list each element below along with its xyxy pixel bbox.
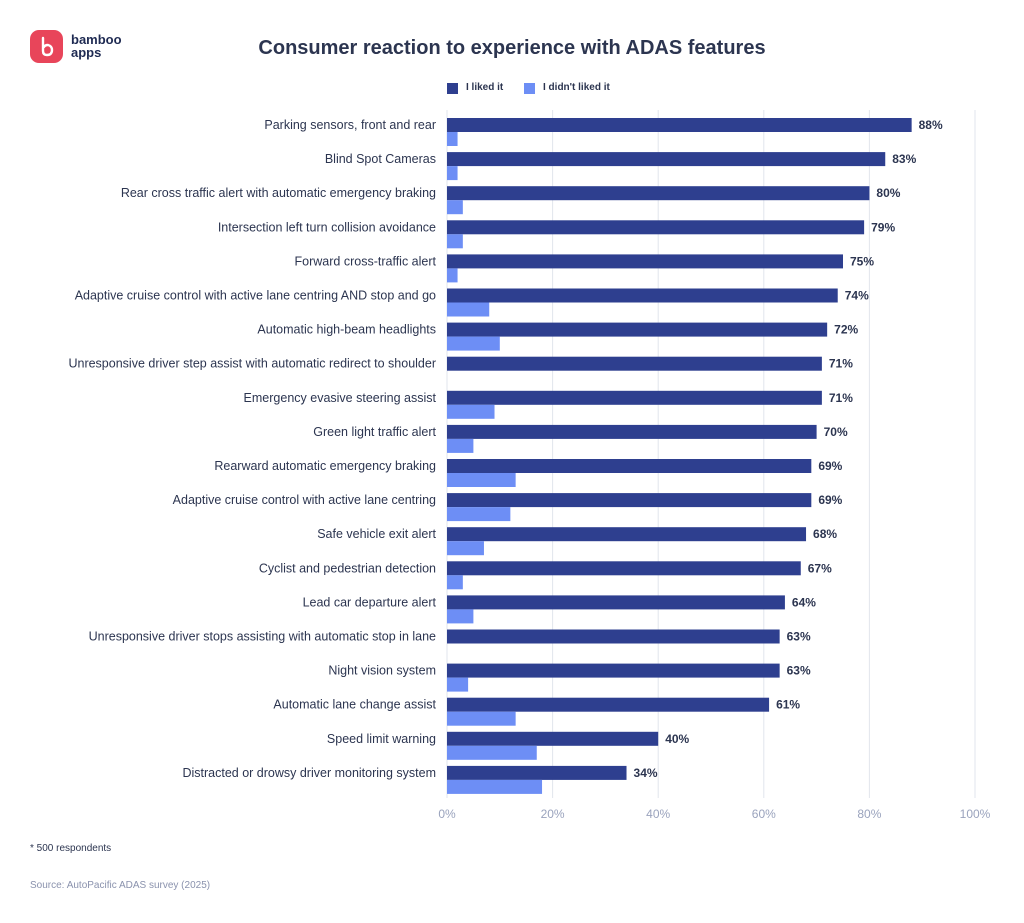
category-label-19: Distracted or drowsy driver monitoring s… [182,766,436,780]
value-label-4: 75% [850,254,874,268]
category-label-10: Rearward automatic emergency braking [214,459,436,473]
category-label-0: Parking sensors, front and rear [264,118,436,132]
bar-liked-0 [447,118,912,132]
bar-disliked-0 [447,132,458,146]
bar-liked-10 [447,459,812,473]
brand-line-2: apps [71,45,102,60]
bar-disliked-17 [447,711,516,726]
bar-liked-16 [447,663,780,678]
source-note: Source: AutoPacific ADAS survey (2025) [30,880,211,891]
bar-liked-14 [447,595,785,610]
bar-liked-4 [447,254,843,269]
bar-liked-18 [447,731,659,746]
category-label-3: Intersection left turn collision avoidan… [218,220,436,234]
category-label-13: Cyclist and pedestrian detection [259,561,436,575]
bar-liked-12 [447,527,807,542]
bar-disliked-11 [447,507,511,522]
legend-label-disliked: I didn't liked it [543,82,610,93]
category-label-14: Lead car departure alert [303,595,437,609]
bar-disliked-10 [447,473,516,487]
category-label-7: Unresponsive driver step assist with aut… [68,357,436,371]
legend-label-liked: I liked it [466,82,504,93]
chart-title: Consumer reaction to experience with ADA… [258,37,766,59]
value-label-18: 40% [665,732,689,746]
category-label-5: Adaptive cruise control with active lane… [75,289,436,303]
bar-liked-3 [447,220,865,235]
value-label-10: 69% [818,459,842,473]
value-label-15: 63% [787,630,811,644]
bar-disliked-16 [447,677,469,692]
category-label-4: Forward cross-traffic alert [295,254,437,268]
x-tick-label-5: 100% [960,807,991,821]
category-label-6: Automatic high-beam headlights [257,323,436,337]
bar-disliked-4 [447,268,458,283]
category-label-17: Automatic lane change assist [273,698,436,712]
bar-liked-8 [447,390,822,405]
value-label-5: 74% [845,289,869,303]
value-label-12: 68% [813,527,837,541]
bar-liked-1 [447,152,886,167]
value-label-17: 61% [776,698,800,712]
bar-disliked-8 [447,404,495,419]
value-label-8: 71% [829,391,853,405]
value-label-2: 80% [876,186,900,200]
x-tick-label-3: 60% [752,807,776,821]
category-label-16: Night vision system [328,664,436,678]
x-tick-label-4: 80% [857,807,881,821]
bar-disliked-3 [447,234,463,249]
brand-logo: bamboo apps [30,30,140,66]
value-label-14: 64% [792,595,816,609]
bar-disliked-5 [447,302,490,317]
bar-liked-6 [447,322,828,337]
legend-swatch-disliked [524,83,535,94]
category-label-12: Safe vehicle exit alert [317,527,436,541]
bar-disliked-19 [447,779,543,794]
bar-disliked-14 [447,609,474,624]
bar-liked-2 [447,186,870,201]
category-label-15: Unresponsive driver stops assisting with… [89,630,436,644]
value-label-16: 63% [787,664,811,678]
bar-liked-9 [447,424,817,439]
bar-disliked-18 [447,745,537,760]
value-label-6: 72% [834,323,858,337]
x-tick-label-0: 0% [438,807,456,821]
value-label-3: 79% [871,220,895,234]
bar-disliked-1 [447,166,458,181]
value-label-11: 69% [818,493,842,507]
value-label-19: 34% [634,766,658,780]
bar-chart: 0% 20% 40% 60% 80% 100% Parking sensors, front… [68,110,991,821]
x-tick-label-2: 40% [646,807,670,821]
value-label-0: 88% [919,118,943,132]
value-label-7: 71% [829,357,853,371]
value-label-9: 70% [824,425,848,439]
brand-line-1: bamboo [71,32,122,47]
bar-liked-19 [447,765,627,780]
category-label-1: Blind Spot Cameras [325,152,436,166]
value-label-13: 67% [808,561,832,575]
bar-liked-11 [447,493,812,508]
bar-disliked-2 [447,200,463,215]
bar-liked-7 [447,356,822,371]
bar-disliked-12 [447,541,484,556]
x-tick-label-1: 20% [541,807,565,821]
brand-name: bamboo apps [71,33,122,59]
bar-disliked-6 [447,336,500,351]
category-label-9: Green light traffic alert [313,425,436,439]
bar-liked-15 [447,629,780,644]
bar-disliked-13 [447,575,463,590]
category-label-2: Rear cross traffic alert with automatic … [121,186,436,200]
value-label-1: 83% [892,152,916,166]
bar-liked-5 [447,288,838,303]
category-label-11: Adaptive cruise control with active lane… [173,493,436,507]
logo-icon [30,30,63,63]
bar-liked-13 [447,561,801,576]
bar-liked-17 [447,697,770,712]
category-label-8: Emergency evasive steering assist [244,391,437,405]
category-label-18: Speed limit warning [327,732,436,746]
footnote: * 500 respondents [30,843,112,854]
legend-swatch-liked [447,83,458,94]
bar-disliked-9 [447,438,474,453]
